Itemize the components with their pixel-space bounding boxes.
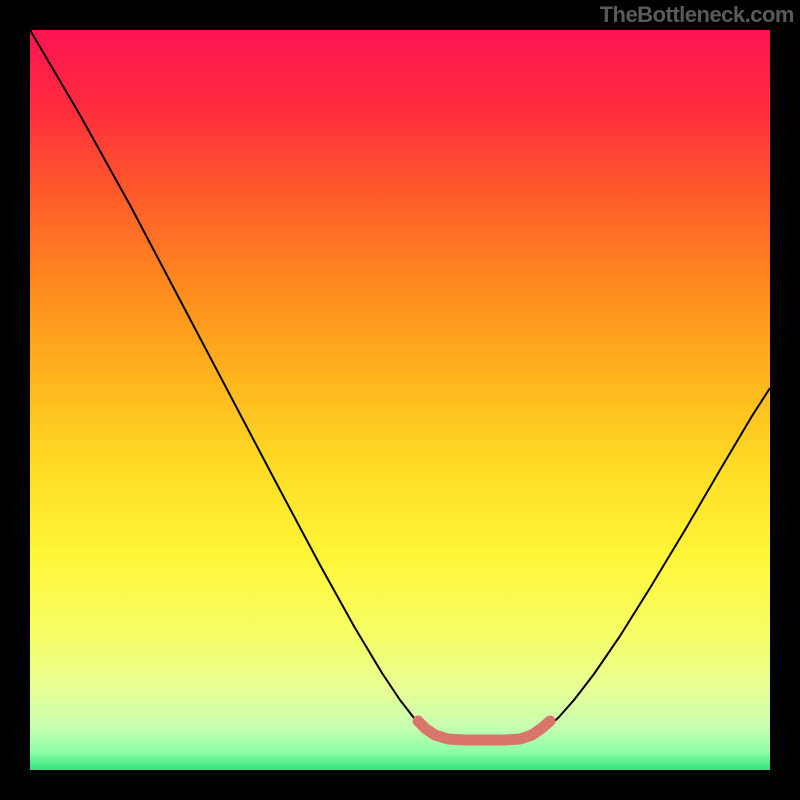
v-curve — [30, 30, 770, 740]
border-right — [770, 0, 800, 800]
border-left — [0, 0, 30, 800]
border-bottom — [0, 770, 800, 800]
curve-layer — [0, 0, 800, 800]
bottom-highlight-segment — [418, 721, 550, 740]
watermark-text: TheBottleneck.com — [600, 2, 794, 28]
chart-container: TheBottleneck.com — [0, 0, 800, 800]
